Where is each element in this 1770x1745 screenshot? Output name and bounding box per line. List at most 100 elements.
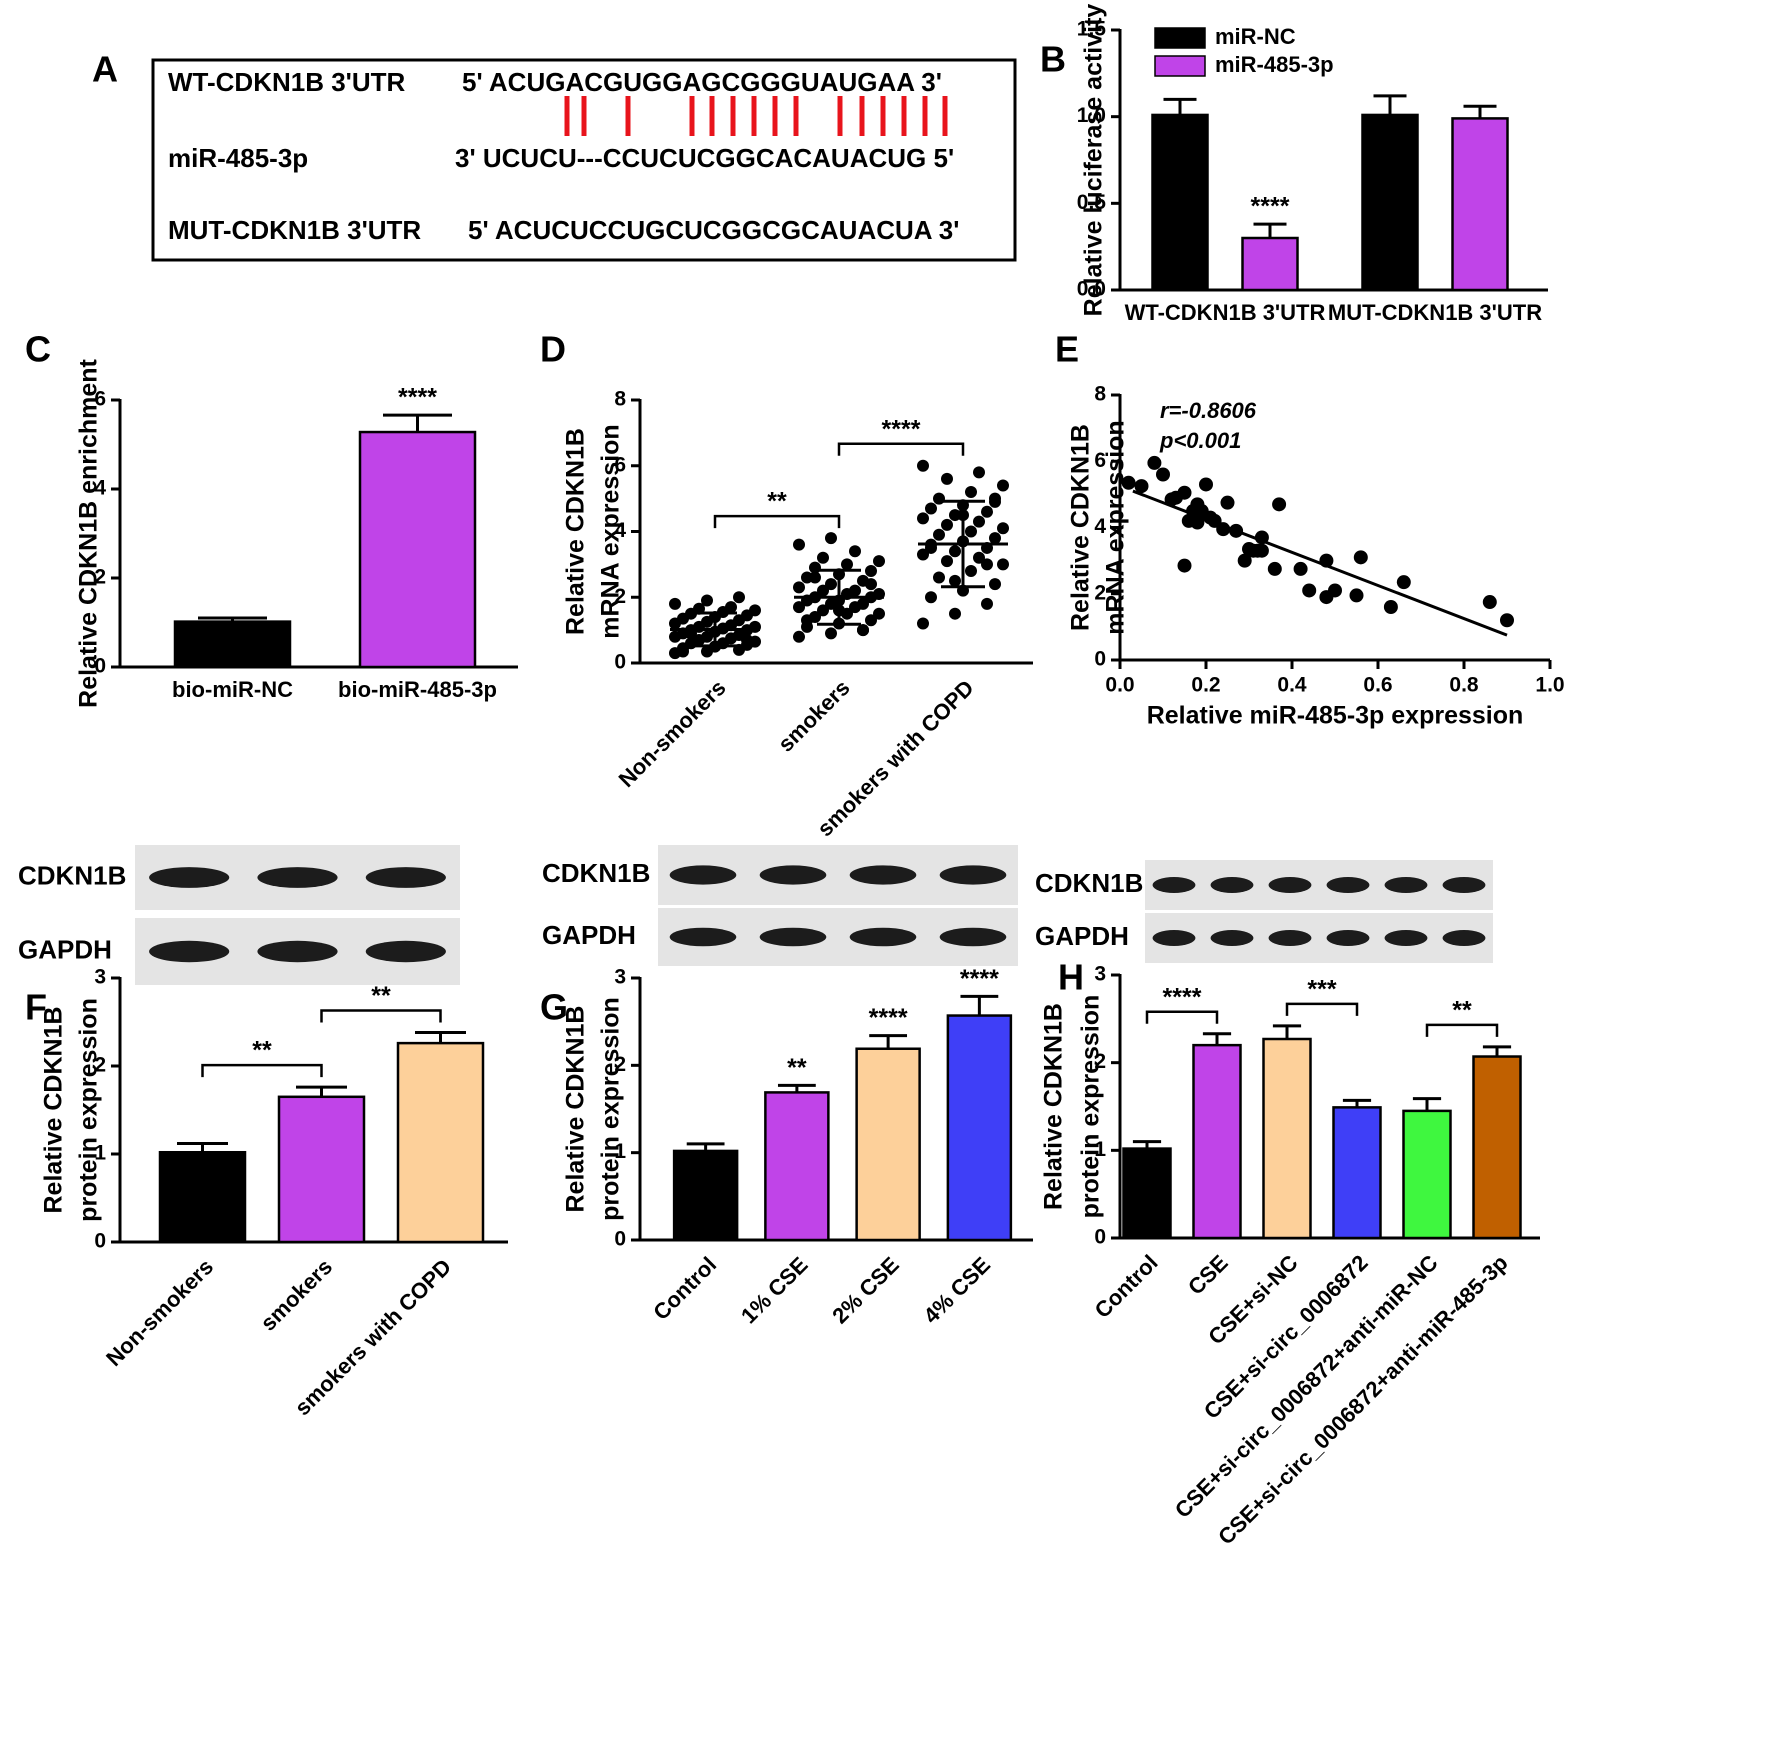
y-tick-label: 2 xyxy=(614,585,626,608)
annotation: r=-0.8606 xyxy=(1160,398,1257,423)
point xyxy=(825,627,837,640)
point xyxy=(1121,475,1136,490)
panel-letter: B xyxy=(1040,39,1066,80)
point xyxy=(749,604,761,617)
point xyxy=(981,597,993,610)
point xyxy=(1272,497,1287,512)
point xyxy=(1147,455,1162,470)
blot-band xyxy=(849,927,917,947)
point xyxy=(801,614,813,627)
point xyxy=(865,578,877,591)
point xyxy=(817,604,829,617)
point xyxy=(989,532,1001,545)
point xyxy=(849,545,861,558)
y-tick-label: 8 xyxy=(614,388,626,411)
bar xyxy=(358,430,477,669)
y-tick-label: 2 xyxy=(94,1054,106,1077)
error-bar xyxy=(1132,1140,1162,1149)
point xyxy=(841,558,853,571)
point xyxy=(973,551,985,564)
significance: **** xyxy=(960,965,999,993)
y-axis-label: protein expression xyxy=(597,997,625,1221)
x-tick-label: 0.8 xyxy=(1449,674,1479,697)
significance: *** xyxy=(1307,975,1336,1003)
trend-line xyxy=(1132,489,1508,637)
significance: **** xyxy=(1251,193,1290,221)
point xyxy=(825,532,837,545)
blot-band xyxy=(1326,930,1370,946)
x-tick-label: Non-smokers xyxy=(101,1254,218,1371)
blot-band xyxy=(1268,877,1312,893)
error-bar xyxy=(1163,97,1197,115)
point xyxy=(1156,467,1170,482)
bar xyxy=(672,1149,739,1242)
point xyxy=(1328,583,1342,598)
y-tick-label: 1.5 xyxy=(1077,18,1107,41)
significance: ** xyxy=(767,488,787,516)
y-tick-label: 0 xyxy=(94,1230,106,1253)
blot-band xyxy=(669,927,737,947)
point xyxy=(933,571,945,584)
blot-band xyxy=(365,940,446,963)
point xyxy=(1353,550,1368,565)
x-tick-label: Control xyxy=(648,1252,721,1325)
blot-band xyxy=(759,865,827,885)
y-tick-label: 0 xyxy=(1094,648,1106,671)
error-bar xyxy=(415,1031,466,1044)
bar xyxy=(764,1091,830,1242)
point xyxy=(793,581,805,594)
y-tick-label: 1.0 xyxy=(1077,104,1106,127)
blot-band xyxy=(257,867,338,888)
x-tick-label: 1% CSE xyxy=(736,1252,812,1328)
y-axis-label: protein expression xyxy=(1077,995,1105,1219)
point xyxy=(965,564,977,577)
x-tick-label: bio-miR-NC xyxy=(172,677,293,702)
point xyxy=(1237,553,1252,568)
blot-band xyxy=(1152,877,1196,893)
blot-band xyxy=(1268,930,1312,946)
bar xyxy=(1332,1106,1382,1240)
bar xyxy=(855,1047,921,1242)
sequence: 3' UCUCU---CCUCUCGGCACAUACUG 5' xyxy=(455,143,954,173)
y-tick-label: 1 xyxy=(1094,1138,1106,1161)
y-tick-label: 4 xyxy=(614,519,626,542)
blot-band xyxy=(849,865,917,885)
significance: **** xyxy=(398,384,437,412)
point xyxy=(981,505,993,518)
y-tick-label: 8 xyxy=(1094,383,1106,406)
x-tick-label: 0.2 xyxy=(1191,674,1220,697)
y-tick-label: 1 xyxy=(614,1140,626,1163)
y-tick-label: 4 xyxy=(94,477,106,500)
point xyxy=(1190,515,1205,530)
point xyxy=(949,574,961,587)
x-axis-label: Relative miR-485-3p expression xyxy=(1147,702,1524,730)
sd-bar xyxy=(817,568,861,626)
point xyxy=(733,591,745,604)
point xyxy=(917,459,929,472)
point xyxy=(949,545,961,558)
panel-letter: A xyxy=(92,49,118,90)
point xyxy=(1177,485,1192,500)
point xyxy=(941,555,953,568)
point xyxy=(941,472,953,485)
point xyxy=(857,624,869,637)
point xyxy=(1482,595,1497,610)
blot-strip xyxy=(1145,913,1493,963)
point xyxy=(997,522,1009,535)
error-bar xyxy=(1253,222,1287,238)
x-tick-label: bio-miR-485-3p xyxy=(338,677,497,702)
row-name: miR-485-3p xyxy=(168,143,308,173)
row-name: MUT-CDKN1B 3'UTR xyxy=(168,215,421,245)
x-tick-label: smokers xyxy=(773,675,855,757)
x-tick-label: Control xyxy=(1090,1250,1163,1323)
bracket xyxy=(713,514,841,529)
bar xyxy=(173,620,292,669)
error-bar xyxy=(383,413,452,433)
panel-letter: G xyxy=(540,987,568,1028)
x-tick-label: MUT-CDKN1B 3'UTR xyxy=(1328,300,1542,325)
error-bar xyxy=(1482,1045,1512,1057)
point xyxy=(1383,600,1398,614)
point xyxy=(849,584,861,597)
bracket xyxy=(1285,1002,1359,1016)
